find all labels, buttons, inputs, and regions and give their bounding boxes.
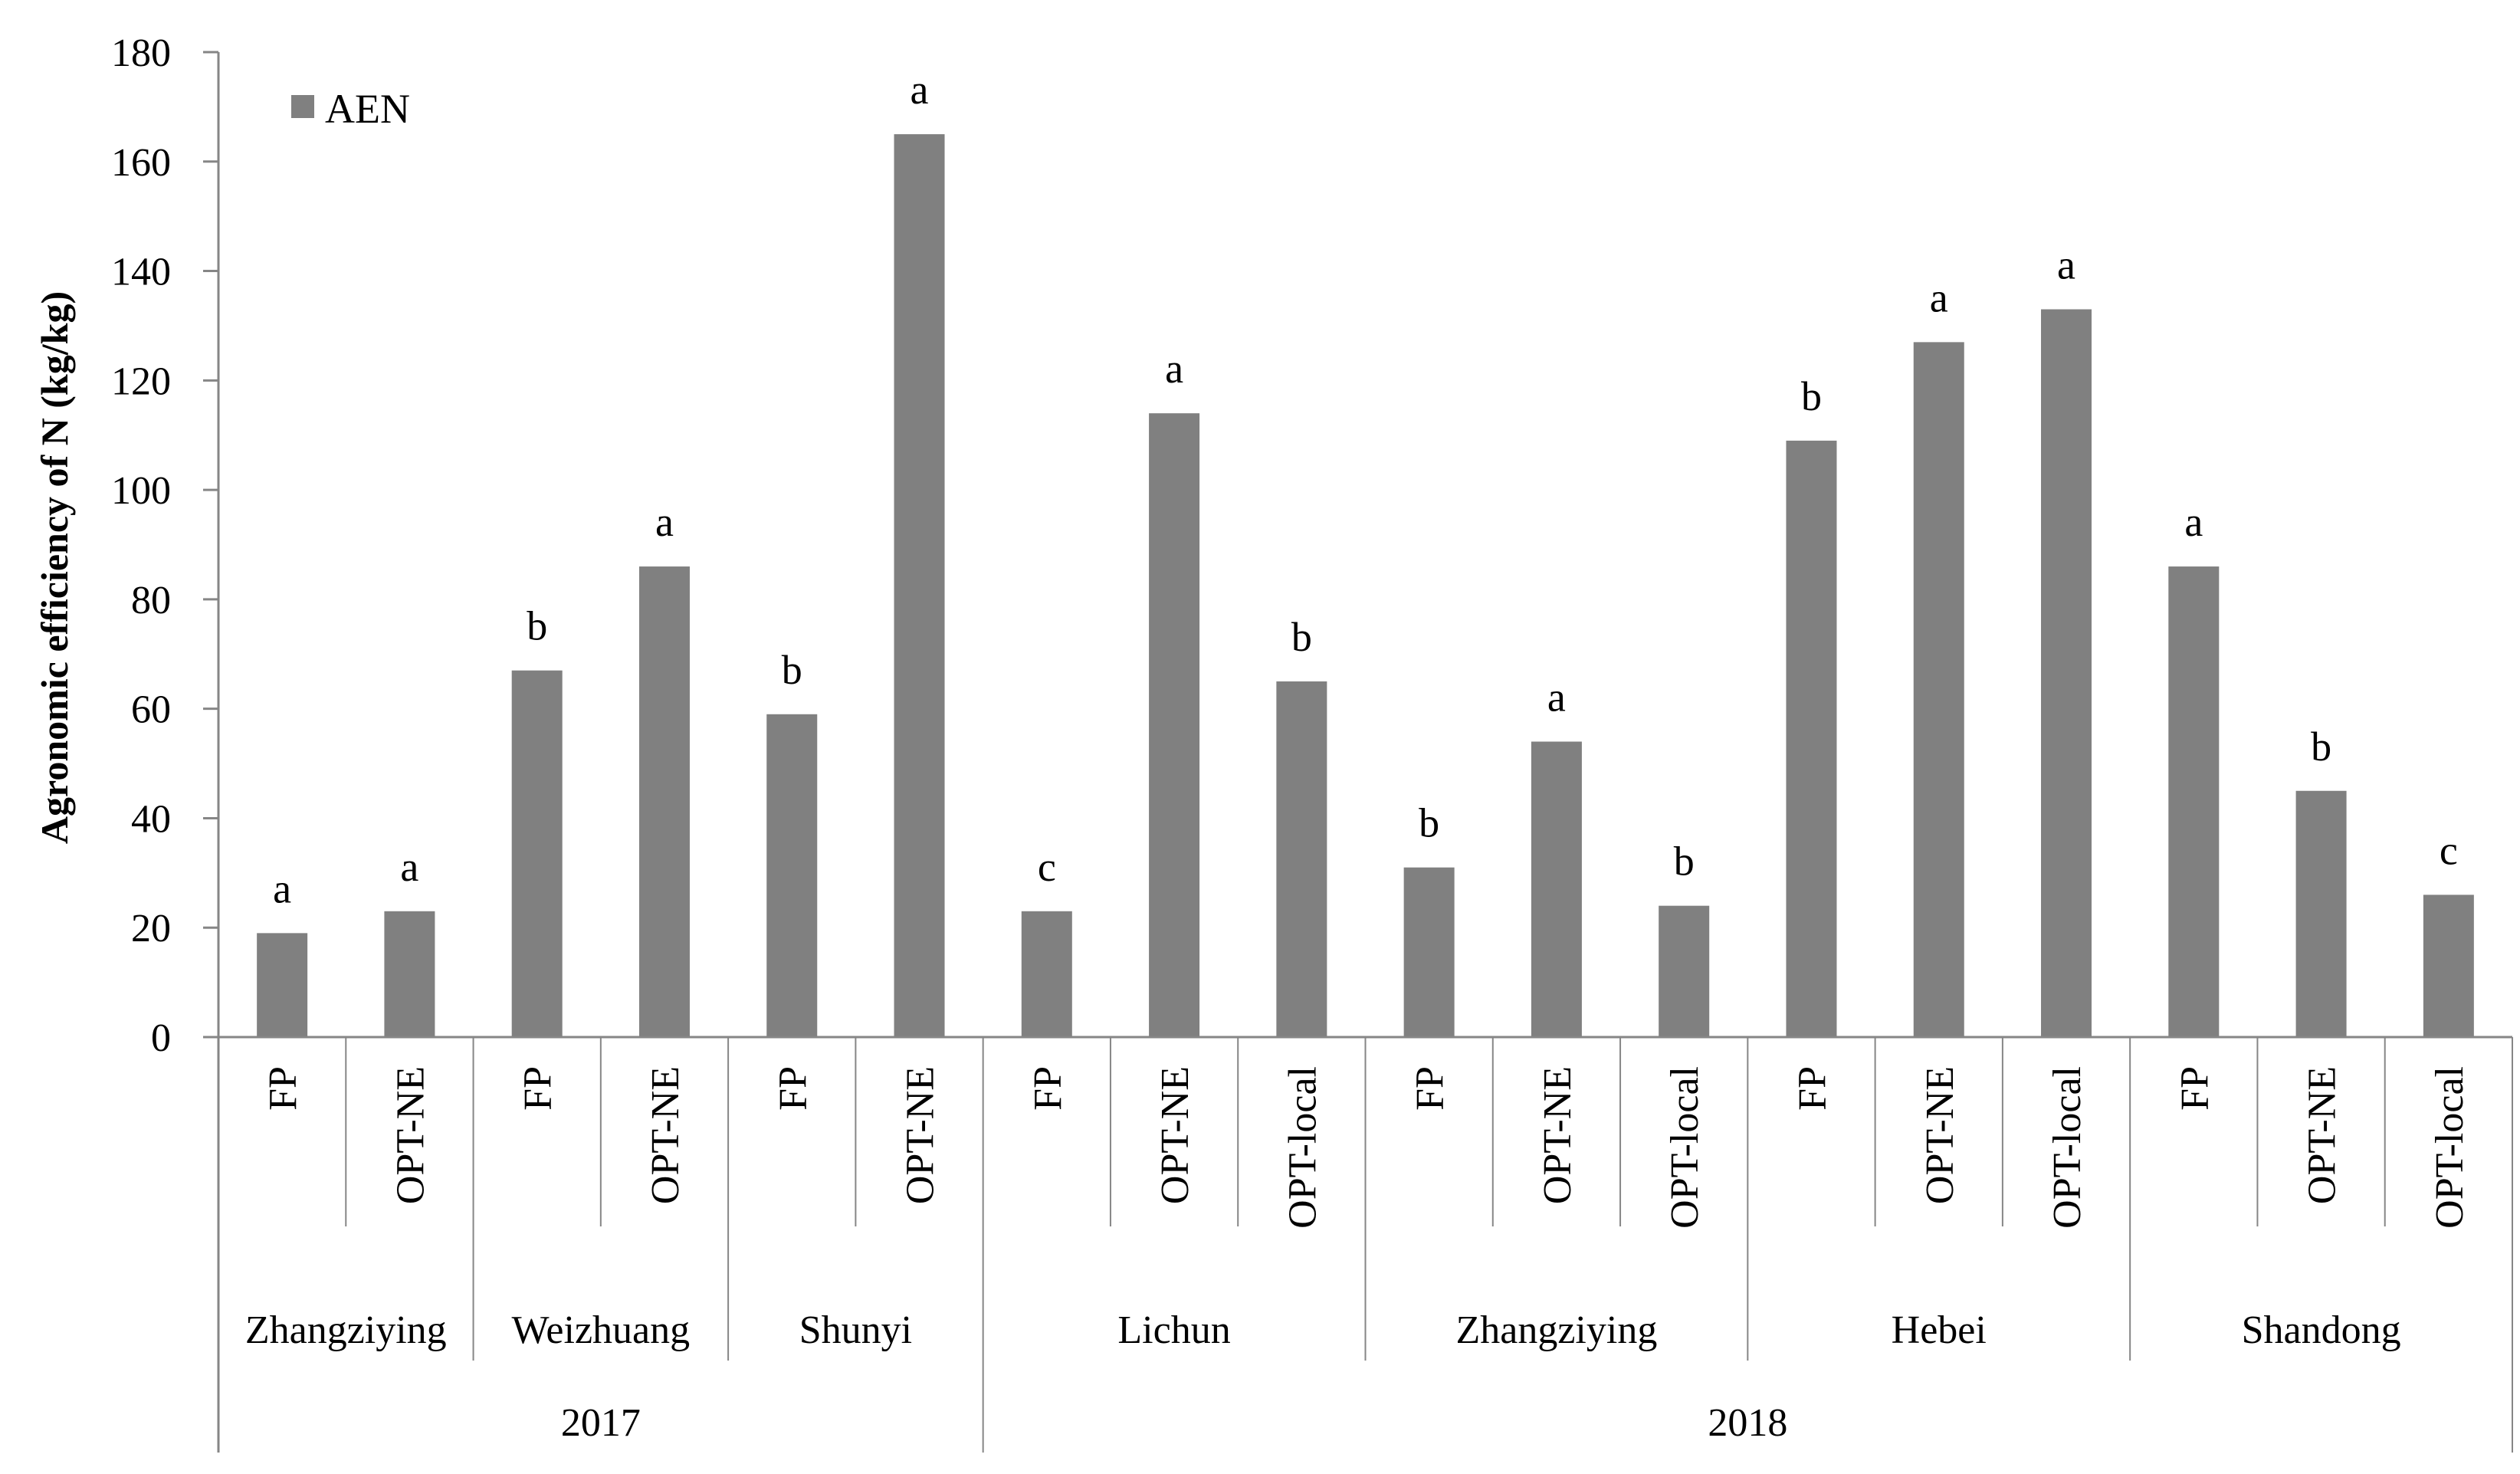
bar — [1786, 440, 1837, 1037]
significance-label: a — [1547, 675, 1566, 721]
significance-label: a — [1165, 346, 1183, 392]
bar — [1276, 681, 1327, 1037]
y-axis: 0 20 40 60 80 100 120 140 160 180 — [111, 31, 220, 1453]
site-label: Zhangziying — [1456, 1308, 1658, 1352]
bar — [1531, 741, 1582, 1037]
x-axis: FP OPT-NE FP OPT-NE FP OPT-NE FP OPT-NE OPT-loca… — [218, 1036, 2513, 1453]
bar — [766, 714, 818, 1037]
bar — [2168, 566, 2220, 1037]
year-label: 2018 — [1708, 1401, 1787, 1445]
significance-label: a — [273, 865, 291, 911]
bar — [511, 670, 563, 1037]
site-label: Lichun — [1117, 1308, 1230, 1352]
bar — [894, 134, 945, 1037]
category-label: OPT-NE — [2301, 1066, 2344, 1204]
y-tick-label: 60 — [131, 688, 171, 732]
category-label: OPT-NE — [389, 1066, 432, 1204]
category-label: FP — [1790, 1066, 1834, 1111]
category-label: FP — [1026, 1066, 1070, 1111]
site-label: Shunyi — [799, 1308, 912, 1352]
legend-label: AEN — [325, 86, 410, 132]
category-label: FP — [517, 1066, 560, 1111]
category-label: OPT-NE — [1536, 1066, 1580, 1204]
bar — [638, 566, 690, 1037]
y-tick-label: 140 — [111, 251, 171, 294]
bar — [257, 933, 308, 1037]
category-label: OPT-local — [2046, 1066, 2089, 1229]
y-tick-label: 20 — [131, 907, 171, 950]
bar — [1149, 413, 1200, 1037]
significance-label: b — [1674, 839, 1695, 885]
site-label: Hebei — [1892, 1308, 1987, 1352]
significance-label: b — [782, 647, 802, 693]
y-tick-label: 100 — [111, 469, 171, 513]
category-label: OPT-NE — [1153, 1066, 1197, 1204]
y-tick-label: 0 — [151, 1016, 171, 1060]
significance-label: b — [2311, 724, 2331, 770]
bars — [257, 134, 2474, 1038]
y-tick-label: 120 — [111, 359, 171, 403]
significance-labels: a a b a b a c a b b a b b a a a b c — [273, 67, 2458, 911]
y-tick-label: 180 — [111, 31, 171, 75]
category-label: OPT-NE — [899, 1066, 943, 1204]
bar — [2295, 790, 2347, 1037]
legend-swatch — [291, 95, 314, 118]
significance-label: b — [1801, 373, 1822, 419]
category-label: FP — [261, 1066, 305, 1111]
significance-label: a — [2057, 242, 2075, 288]
bar — [2423, 895, 2474, 1037]
site-label: Shandong — [2242, 1308, 2401, 1352]
category-label: FP — [771, 1066, 815, 1111]
y-tick-label: 80 — [131, 579, 171, 622]
legend: AEN — [291, 86, 410, 132]
site-label: Zhangziying — [245, 1308, 447, 1352]
bar — [1403, 867, 1455, 1037]
bar — [384, 911, 435, 1037]
y-axis-label: Agronomic efficiency of N (kg/kg) — [33, 291, 76, 844]
category-label: OPT-local — [1281, 1066, 1324, 1229]
significance-label: a — [2184, 499, 2203, 545]
category-label: OPT-local — [2428, 1066, 2472, 1229]
bar — [1913, 342, 1964, 1038]
bar — [1021, 911, 1072, 1037]
y-tick-label: 160 — [111, 141, 171, 185]
significance-label: a — [911, 67, 929, 113]
category-label: OPT-local — [1663, 1066, 1707, 1229]
category-label: FP — [1409, 1066, 1452, 1111]
site-label: Weizhuang — [512, 1308, 691, 1352]
significance-label: b — [1291, 614, 1312, 660]
significance-label: c — [1038, 844, 1056, 890]
significance-label: a — [655, 499, 674, 545]
significance-label: b — [527, 603, 547, 649]
bar — [1659, 905, 1710, 1037]
category-label: OPT-NE — [1918, 1066, 1962, 1204]
y-tick-label: 40 — [131, 797, 171, 841]
significance-label: a — [400, 844, 418, 890]
bar — [2041, 309, 2092, 1037]
significance-label: a — [1930, 274, 1948, 320]
category-label: FP — [2173, 1066, 2216, 1111]
year-label: 2017 — [561, 1401, 641, 1445]
category-label: OPT-NE — [644, 1066, 687, 1204]
significance-label: b — [1419, 800, 1439, 846]
significance-label: c — [2440, 827, 2458, 873]
